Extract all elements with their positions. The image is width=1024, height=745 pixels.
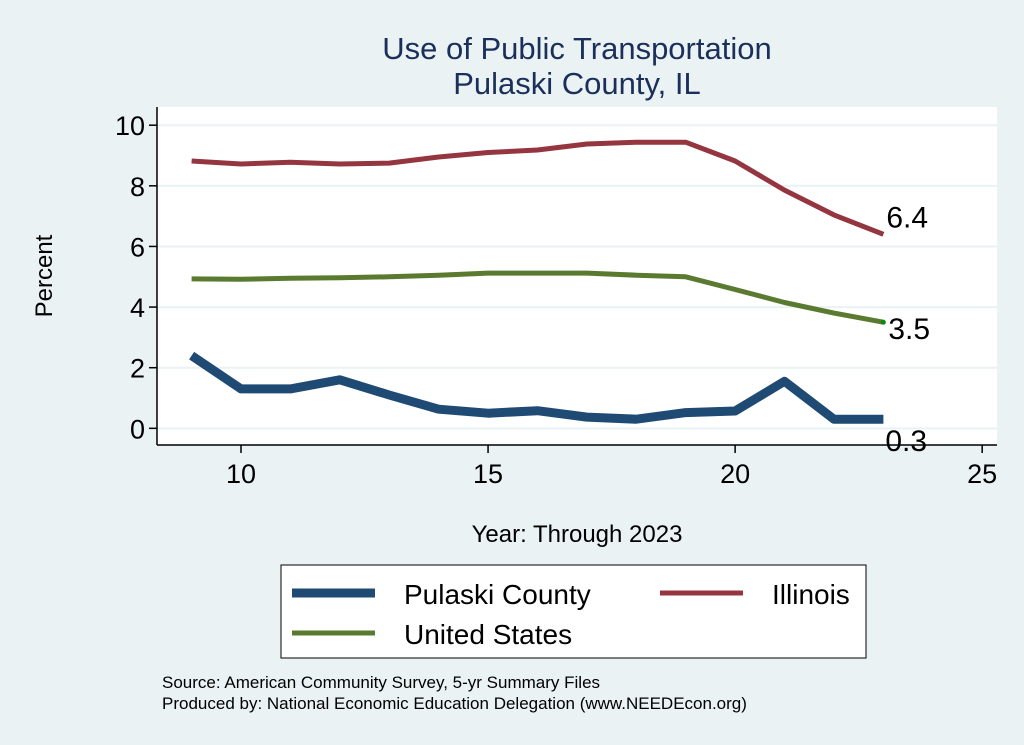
legend-box xyxy=(280,564,867,659)
end-labels: 0.3 6.4 3.5 xyxy=(880,201,930,458)
end-label-united-states: 3.5 xyxy=(888,313,930,346)
series-line-pulaski-county xyxy=(189,351,884,424)
y-tick-label: 10 xyxy=(115,111,145,141)
producer-note: Produced by: National Economic Education… xyxy=(162,694,747,713)
gridlines xyxy=(157,124,997,430)
y-tick-label: 6 xyxy=(130,232,145,262)
x-axis-title: Year: Through 2023 xyxy=(472,521,683,548)
x-tick-label: 15 xyxy=(473,459,503,489)
y-tick-label: 0 xyxy=(130,414,145,444)
legend: Pulaski County Illinois United States xyxy=(280,564,867,659)
y-tick-label: 8 xyxy=(130,172,145,202)
end-label-illinois: 6.4 xyxy=(886,201,928,234)
end-label-pulaski-county: 0.3 xyxy=(885,425,927,458)
y-tick-label: 2 xyxy=(130,354,145,384)
chart-subtitle: Pulaski County, IL xyxy=(453,66,701,101)
series-line-united-states xyxy=(191,270,884,325)
y-axis-title: Percent xyxy=(31,234,58,317)
axes: 0 2 4 6 8 10 10 15 20 25 xyxy=(115,107,997,489)
legend-label-us: United States xyxy=(404,619,572,650)
x-tick-label: 10 xyxy=(226,459,256,489)
legend-label-illinois: Illinois xyxy=(772,579,850,610)
legend-label-pulaski: Pulaski County xyxy=(404,579,591,610)
series-group xyxy=(189,139,885,424)
x-tick-label: 25 xyxy=(967,459,997,489)
y-tick-label: 4 xyxy=(130,293,145,323)
source-note: Source: American Community Survey, 5-yr … xyxy=(162,673,600,692)
end-point-united-states xyxy=(880,319,886,325)
x-tick-label: 20 xyxy=(720,459,750,489)
chart-title: Use of Public Transportation xyxy=(382,31,771,66)
series-line-illinois xyxy=(191,139,885,237)
